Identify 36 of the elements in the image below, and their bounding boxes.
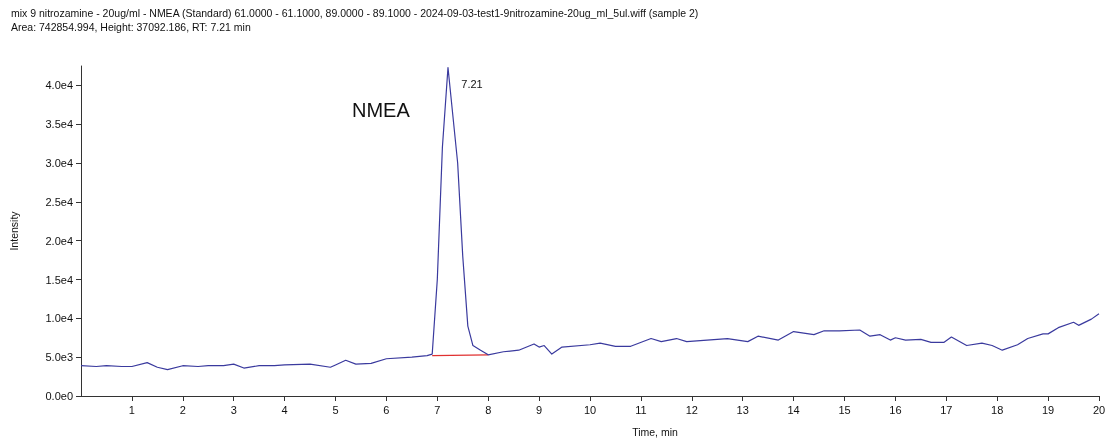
line-series [80, 66, 1100, 371]
x-tick-label: 18 [991, 403, 1004, 416]
annotation: NMEA [352, 99, 411, 121]
annotation: 7.21 [461, 77, 483, 90]
x-tick-label: 15 [838, 403, 851, 416]
x-tick-label: 14 [787, 403, 800, 416]
x-tick-label: 6 [383, 403, 390, 416]
x-tick-label: 3 [230, 403, 237, 416]
y-tick-label: 3.5e4 [45, 118, 73, 131]
x-tick-label: 8 [485, 403, 492, 416]
y-tick-label: 0.0e0 [45, 390, 73, 402]
x-tick-label: 5 [332, 403, 339, 416]
y-tick-label: 1.0e4 [45, 312, 73, 325]
y-tick-label: 2.0e4 [45, 234, 73, 247]
x-tick-label: 16 [889, 403, 902, 416]
x-tick-label: 11 [635, 403, 647, 416]
chart-subtitle: Area: 742854.994, Height: 37092.186, RT: 7.21 min [11, 20, 251, 33]
y-tick-label: 1.5e4 [45, 273, 73, 286]
x-tick-label: 20 [1092, 403, 1106, 416]
x-tick-label: 9 [536, 403, 543, 416]
x-tick-label: 4 [281, 403, 288, 416]
x-axis-title: Time, min [632, 425, 679, 438]
y-tick-label: 4.0e4 [45, 79, 73, 92]
x-tick-label: 1 [128, 403, 135, 416]
x-tick-label: 2 [179, 403, 186, 416]
x-tick-label: 19 [1041, 403, 1055, 416]
x-tick-label: 13 [736, 403, 749, 416]
x-tick-label: 12 [685, 403, 698, 416]
y-tick-label: 3.0e4 [45, 157, 73, 170]
x-tick-label: 10 [583, 403, 597, 416]
y-tick-label: 5.0e3 [45, 351, 73, 364]
y-tick-label: 2.5e4 [45, 195, 73, 208]
y-axis-title: Intensity [7, 210, 20, 251]
x-tick-label: 7 [434, 403, 441, 416]
x-tick-label: 17 [940, 403, 953, 416]
chart-title: mix 9 nitrozamine - 20ug/ml - NMEA (Standard) 61.0000 - 61.1000, 89.0000 - 89.1000 - 2024-09-03-test1-9nitrozamine-20ug_ml_5ul.wiff (sample 2) [11, 6, 699, 19]
